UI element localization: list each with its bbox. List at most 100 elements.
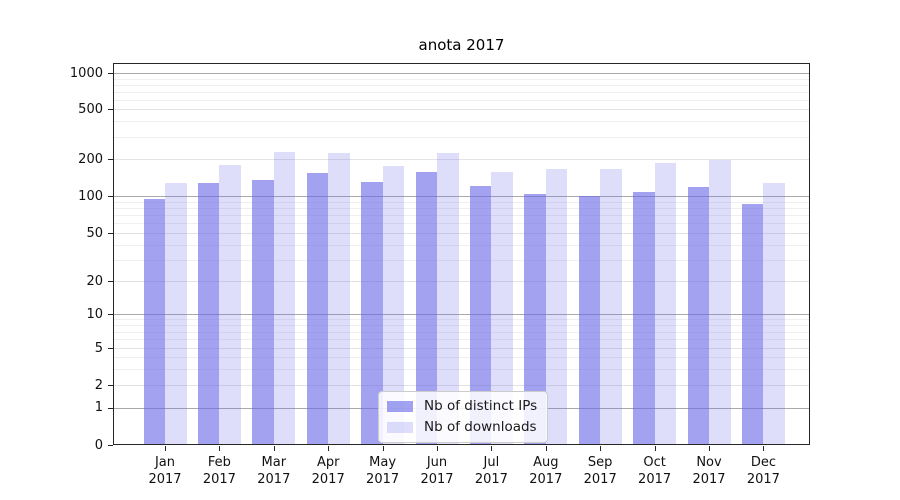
bar-nb-of-downloads-sep	[600, 169, 622, 445]
bar-nb-of-downloads-apr	[328, 153, 350, 445]
x-tick-label-jun: Jun 2017	[420, 455, 454, 487]
bar-nb-of-distinct-ips-feb	[197, 183, 220, 445]
bar-nb-of-distinct-ips-nov	[687, 186, 709, 445]
y-tick-mark	[108, 233, 113, 234]
x-tick-mark	[219, 446, 221, 451]
y-tick-label: 200	[78, 151, 103, 167]
x-tick-mark	[545, 446, 547, 451]
y-tick-mark	[108, 73, 113, 74]
gridline	[113, 281, 810, 282]
x-tick-label-apr: Apr 2017	[311, 455, 345, 487]
gridline	[113, 385, 810, 386]
x-tick-label-jan: Jan 2017	[148, 455, 182, 487]
bar-nb-of-downloads-dec	[763, 183, 785, 445]
x-tick-mark	[654, 446, 656, 451]
chart-title: anota 2017	[418, 36, 505, 54]
x-tick-label-nov: Nov 2017	[692, 455, 726, 487]
y-tick-label: 10	[86, 306, 103, 322]
gridline	[113, 109, 810, 110]
y-tick-mark	[108, 109, 113, 110]
gridline-minor	[113, 121, 810, 123]
bar-nb-of-distinct-ips-may	[361, 182, 383, 445]
y-tick-mark	[108, 445, 113, 446]
y-tick-mark	[108, 407, 113, 409]
y-tick-mark	[108, 196, 113, 198]
gridline-minor	[113, 339, 810, 341]
gridline-minor	[113, 223, 810, 225]
gridline-minor	[113, 215, 810, 217]
legend-row-nb-of-distinct-ips: Nb of distinct IPs	[387, 398, 537, 414]
bar-nb-of-distinct-ips-sep	[578, 196, 601, 445]
y-tick-mark	[108, 281, 113, 282]
legend-label: Nb of downloads	[424, 419, 537, 435]
gridline	[113, 348, 810, 349]
x-tick-label-dec: Dec 2017	[746, 455, 780, 487]
bar-nb-of-distinct-ips-dec	[741, 203, 764, 445]
gridline-major	[113, 73, 810, 74]
bar-nb-of-downloads-may	[382, 165, 405, 445]
x-tick-label-may: May 2017	[366, 455, 400, 487]
bar-nb-of-downloads-oct	[654, 163, 677, 445]
y-tick-label: 1	[94, 400, 103, 415]
y-tick-mark	[108, 348, 113, 349]
gridline-minor	[113, 99, 810, 101]
gridline-minor	[113, 201, 810, 203]
bar-nb-of-downloads-jan	[165, 183, 187, 445]
bar-nb-of-distinct-ips-apr	[306, 173, 329, 445]
y-tick-label: 100	[78, 188, 103, 204]
legend-swatch-icon	[387, 421, 413, 433]
x-tick-label-mar: Mar 2017	[257, 455, 291, 487]
y-tick-mark	[108, 385, 113, 386]
y-tick-label: 0	[94, 437, 103, 453]
bar-nb-of-distinct-ips-oct	[633, 192, 655, 445]
gridline-major	[113, 196, 810, 198]
x-tick-mark	[437, 446, 438, 451]
gridline-minor	[113, 78, 810, 80]
legend-label: Nb of distinct IPs	[424, 398, 538, 414]
legend: Nb of distinct IPs Nb of downloads	[378, 391, 549, 443]
gridline-minor	[113, 91, 810, 93]
bar-nb-of-downloads-aug	[545, 169, 568, 445]
gridline-minor	[113, 259, 810, 261]
bar-nb-of-downloads-jul	[491, 172, 513, 445]
x-tick-label-feb: Feb 2017	[202, 455, 236, 487]
gridline-minor	[113, 244, 810, 246]
bar-nb-of-downloads-feb	[219, 165, 241, 445]
y-tick-label: 20	[86, 273, 103, 289]
gridline-minor	[113, 319, 810, 321]
gridline	[113, 233, 810, 234]
x-tick-mark	[273, 446, 275, 451]
x-tick-mark	[709, 446, 710, 451]
x-tick-mark	[382, 446, 384, 451]
gridline-minor	[113, 325, 810, 326]
x-tick-mark	[600, 446, 602, 451]
y-tick-label: 500	[78, 101, 103, 117]
bar-nb-of-distinct-ips-mar	[252, 180, 274, 445]
bar-nb-of-distinct-ips-jun	[415, 172, 437, 445]
y-tick-label: 2	[94, 377, 103, 393]
legend-row-nb-of-downloads: Nb of downloads	[387, 419, 537, 435]
bar-nb-of-distinct-ips-aug	[524, 194, 546, 445]
y-tick-label: 1000	[69, 65, 103, 81]
x-tick-mark	[165, 446, 166, 451]
x-tick-mark	[328, 446, 330, 451]
bar-nb-of-downloads-jun	[437, 153, 459, 445]
x-tick-mark	[491, 446, 493, 451]
gridline-minor	[113, 331, 810, 333]
gridline-minor	[113, 208, 810, 210]
y-tick-mark	[108, 314, 113, 315]
x-tick-label-aug: Aug 2017	[529, 455, 563, 487]
x-tick-mark	[763, 446, 765, 451]
y-tick-label: 5	[94, 340, 103, 356]
gridline	[113, 159, 810, 160]
gridline-minor	[113, 84, 810, 86]
bar-nb-of-downloads-nov	[709, 160, 731, 445]
gridline-minor	[113, 136, 810, 138]
x-tick-label-oct: Oct 2017	[638, 455, 672, 487]
gridline-minor	[113, 357, 810, 358]
gridline-minor	[113, 368, 810, 370]
y-tick-mark	[108, 159, 113, 160]
gridline-major	[113, 314, 810, 315]
bar-nb-of-distinct-ips-jan	[143, 199, 165, 445]
bar-nb-of-downloads-mar	[273, 152, 296, 445]
